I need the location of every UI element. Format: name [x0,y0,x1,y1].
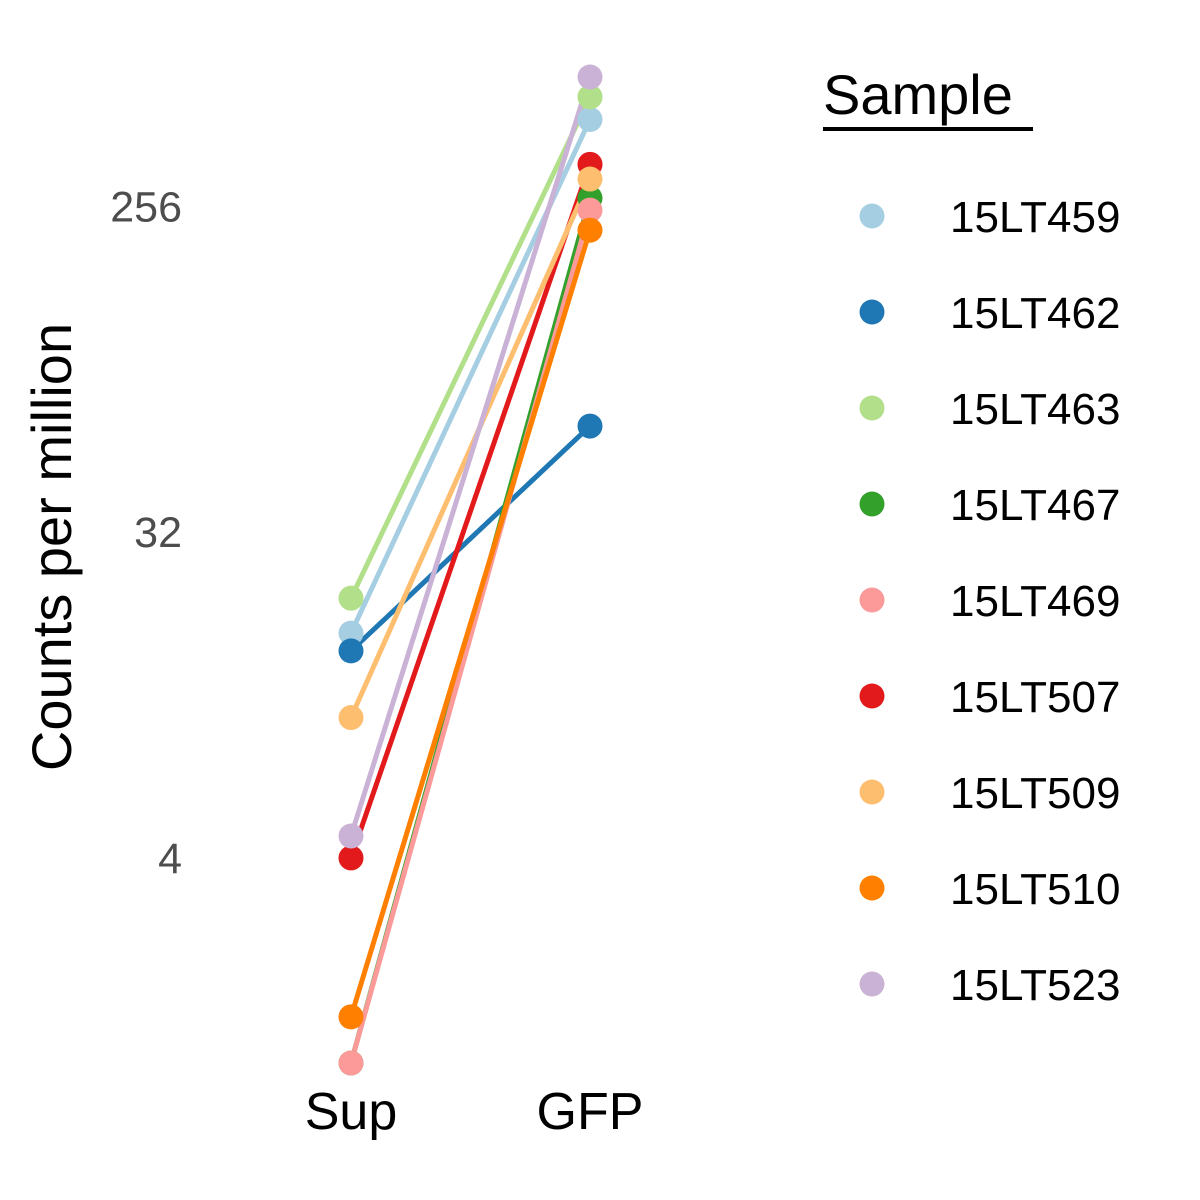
y-tick-label: 32 [134,509,182,557]
legend-label: 15LT507 [950,673,1120,722]
y-axis-ticks: 4 32 256 [110,183,182,882]
legend-label: 15LT459 [950,193,1120,242]
data-point-15LT459-Sup [338,620,364,646]
x-tick-label: GFP [537,1083,644,1141]
data-point-15LT469-Sup [338,1050,364,1076]
legend-items: 15LT459 15LT462 15LT463 15LT467 15LT469 15LT5… [859,193,1120,1010]
series-lines [348,76,593,1064]
legend-key-15LT510 [859,875,885,901]
data-point-15LT459-GFP [577,106,603,132]
legend-key-15LT467 [859,491,885,517]
series-line-15LT523 [348,76,593,837]
series-line-15LT462 [349,424,592,653]
y-tick-label: 4 [158,835,182,883]
series-line-15LT469 [348,209,593,1064]
data-point-15LT523-Sup [338,823,364,849]
data-point-15LT462-GFP [577,413,603,439]
series-line-15LT510 [348,229,593,1018]
legend-key-15LT463 [859,395,885,421]
data-point-15LT463-GFP [577,84,603,110]
legend-title: Sample [823,63,1013,126]
data-point-15LT509-GFP [577,166,603,192]
series-line-15LT507 [348,163,593,859]
legend-label: 15LT523 [950,961,1120,1010]
data-point-15LT463-Sup [338,585,364,611]
data-point-15LT462-Sup [338,638,364,664]
series-line-15LT463 [348,95,593,600]
legend-label: 15LT467 [950,481,1120,530]
y-axis-title: Counts per million [20,323,83,771]
data-point-15LT469-GFP [577,197,603,223]
data-point-15LT507-Sup [338,845,364,871]
y-tick-label: 256 [110,183,182,231]
data-point-15LT523-GFP [577,64,603,90]
x-tick-label: Sup [305,1083,398,1141]
legend-key-15LT462 [859,299,885,325]
series-points [338,64,603,1076]
legend-label: 15LT463 [950,385,1120,434]
legend: Sample 15LT45915LT46215LT46315LT46715LT4… [823,63,1120,1010]
legend-key-15LT523 [859,971,885,997]
legend-key-15LT469 [859,587,885,613]
legend-label: 15LT469 [950,577,1120,626]
legend-label: 15LT510 [950,865,1120,914]
legend-key-15LT507 [859,683,885,709]
legend-key-15LT459 [859,203,885,229]
data-point-15LT509-Sup [338,705,364,731]
x-axis-ticks: Sup GFP [305,1083,644,1141]
data-point-15LT510-Sup [338,1004,364,1030]
legend-label: 15LT509 [950,769,1120,818]
legend-key-15LT509 [859,779,885,805]
legend-label: 15LT462 [950,289,1120,338]
data-point-15LT510-GFP [577,217,603,243]
